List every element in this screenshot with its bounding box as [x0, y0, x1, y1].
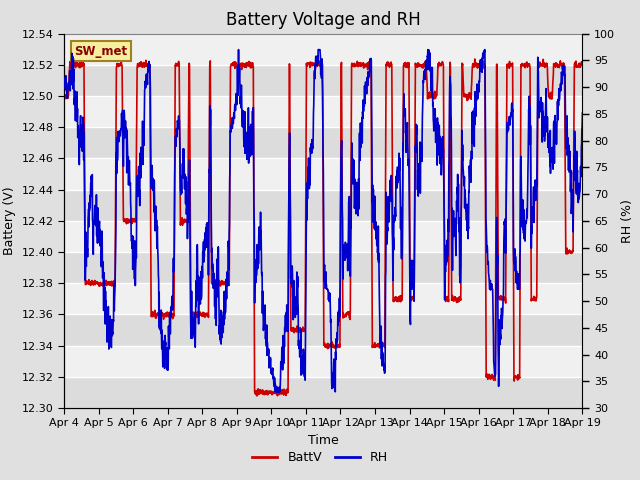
X-axis label: Time: Time	[308, 434, 339, 447]
Bar	[64, 190, 582, 221]
Y-axis label: RH (%): RH (%)	[621, 199, 634, 243]
Text: SW_met: SW_met	[74, 45, 127, 58]
Bar	[64, 377, 582, 408]
Bar	[64, 127, 582, 158]
Bar	[64, 314, 582, 346]
Y-axis label: Battery (V): Battery (V)	[3, 187, 16, 255]
Bar	[64, 252, 582, 283]
Legend: BattV, RH: BattV, RH	[248, 446, 392, 469]
Title: Battery Voltage and RH: Battery Voltage and RH	[226, 11, 420, 29]
Bar	[64, 65, 582, 96]
